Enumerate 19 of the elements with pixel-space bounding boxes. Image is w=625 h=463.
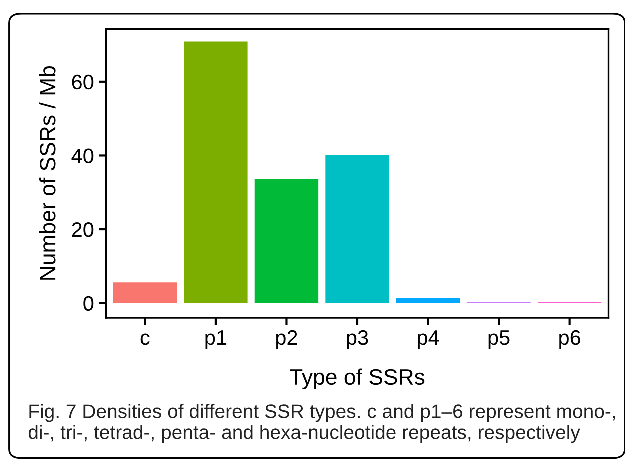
bar [396,298,460,304]
y-tick-label: 40 [72,148,94,164]
y-tick-label: 0 [84,296,94,312]
x-tick-label: p1 [206,330,227,350]
x-tick-label: p2 [276,330,298,350]
x-tick-label: p5 [488,330,510,350]
x-tick-label: c [140,334,150,346]
y-tick-label: 20 [72,222,94,238]
x-tick-label: p6 [560,330,580,350]
bar [113,282,178,304]
bar [326,154,390,304]
x-tick-label: p4 [418,330,440,350]
bar [254,178,319,304]
bar [184,42,248,304]
y-tick-label: 60 [72,74,94,90]
x-tick-label: p3 [347,330,368,350]
caption: Fig. 7 Densities of different SSR types. c and p1–6 represent mono-, di-, tri-, tetrad-, penta- and hexa-nucleotide repeats, respectively [28,404,616,444]
y-axis-title: Number of SSRs / Mb [39,66,56,280]
x-axis-title: Type of SSRs [290,368,425,390]
